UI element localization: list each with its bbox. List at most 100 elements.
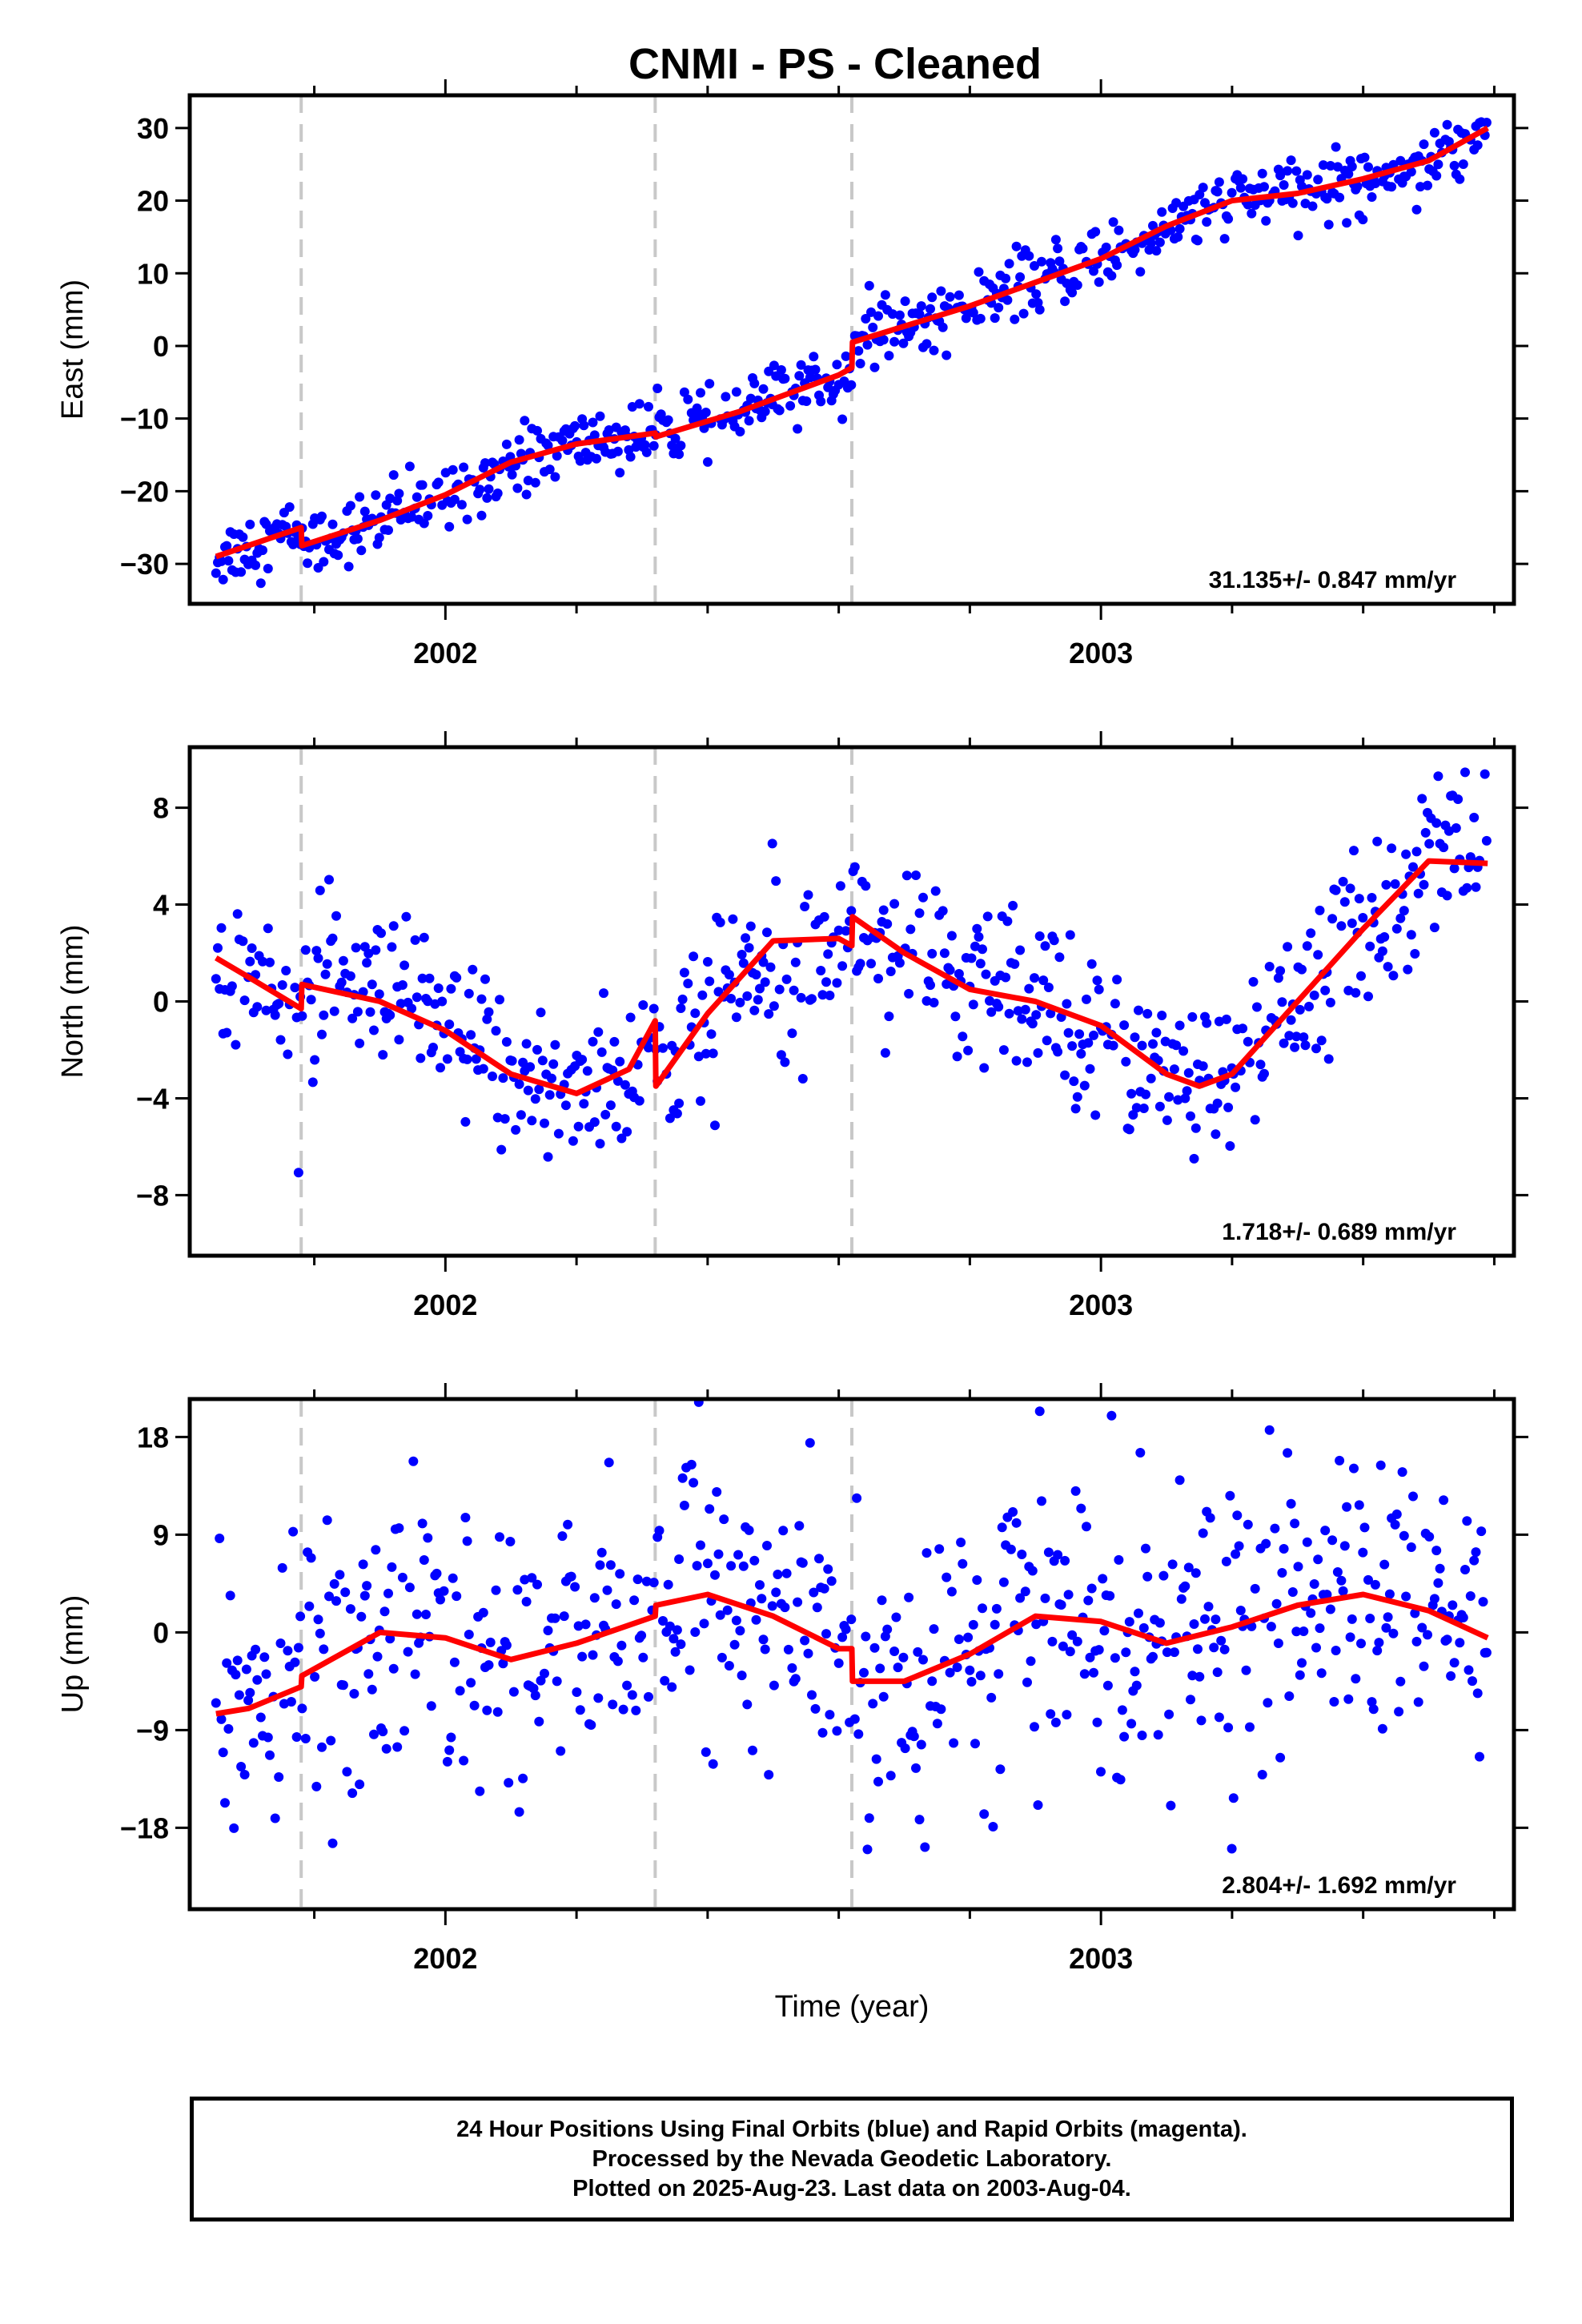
data-point bbox=[1085, 1063, 1095, 1074]
data-point bbox=[1193, 235, 1203, 246]
y-tick-label: −20 bbox=[120, 475, 169, 508]
data-point bbox=[733, 1550, 744, 1560]
data-point bbox=[1169, 1064, 1179, 1075]
data-point bbox=[1119, 1020, 1130, 1031]
data-point bbox=[609, 1036, 620, 1047]
data-point bbox=[1117, 1705, 1127, 1715]
data-point bbox=[550, 1039, 560, 1050]
x-tick-label: 2003 bbox=[1069, 637, 1133, 669]
data-point bbox=[1001, 273, 1011, 283]
data-point bbox=[753, 995, 763, 1005]
data-point bbox=[1367, 1697, 1377, 1707]
data-point bbox=[1318, 160, 1328, 171]
data-point bbox=[252, 1675, 263, 1685]
data-point bbox=[1166, 1800, 1176, 1811]
data-point bbox=[468, 964, 478, 975]
data-point bbox=[543, 1626, 553, 1635]
data-point bbox=[1157, 1011, 1167, 1020]
data-point bbox=[986, 1007, 997, 1017]
data-point bbox=[599, 988, 608, 999]
data-point bbox=[1112, 975, 1122, 985]
data-point bbox=[1015, 1593, 1026, 1603]
data-point bbox=[501, 1037, 512, 1047]
data-point bbox=[776, 1050, 786, 1060]
data-point bbox=[570, 1582, 580, 1592]
data-point bbox=[1115, 1775, 1126, 1785]
data-point bbox=[744, 943, 754, 953]
data-point bbox=[521, 1597, 532, 1606]
data-point bbox=[724, 1661, 734, 1671]
data-point bbox=[1391, 1509, 1402, 1519]
data-point bbox=[449, 494, 460, 505]
data-point bbox=[1094, 277, 1104, 287]
data-point bbox=[1279, 180, 1289, 190]
data-point bbox=[810, 1703, 821, 1714]
data-point bbox=[417, 1518, 428, 1529]
data-point bbox=[1331, 885, 1341, 895]
data-point bbox=[1478, 1597, 1488, 1607]
data-point bbox=[1358, 1547, 1368, 1558]
data-point bbox=[303, 558, 313, 569]
data-point bbox=[243, 1695, 254, 1706]
data-point bbox=[1462, 1516, 1472, 1526]
data-point bbox=[579, 420, 589, 431]
data-point bbox=[216, 923, 227, 933]
data-point bbox=[800, 902, 810, 911]
data-point bbox=[378, 1727, 388, 1737]
data-point bbox=[1030, 1722, 1039, 1732]
data-point bbox=[1106, 1410, 1117, 1421]
data-point bbox=[1015, 945, 1026, 955]
data-point bbox=[385, 1010, 396, 1020]
data-point bbox=[410, 935, 420, 945]
data-point bbox=[1261, 215, 1271, 226]
data-point bbox=[476, 994, 487, 1004]
data-point bbox=[751, 970, 761, 980]
data-point bbox=[530, 1094, 540, 1104]
data-point bbox=[701, 1048, 711, 1059]
data-point bbox=[284, 502, 295, 513]
data-point bbox=[1390, 1519, 1400, 1530]
data-point bbox=[336, 977, 347, 987]
data-point bbox=[593, 1027, 604, 1037]
data-point bbox=[1092, 975, 1102, 986]
data-point bbox=[648, 440, 659, 451]
data-point bbox=[1031, 1619, 1042, 1630]
data-point bbox=[632, 1574, 643, 1585]
data-point bbox=[846, 906, 857, 916]
data-point bbox=[900, 296, 910, 307]
data-point bbox=[1011, 241, 1022, 251]
rate-label: 1.718+/- 0.689 mm/yr bbox=[1222, 1219, 1456, 1245]
data-point bbox=[1394, 1707, 1404, 1717]
data-point bbox=[1030, 261, 1039, 271]
data-point bbox=[776, 365, 786, 375]
data-point bbox=[963, 1632, 974, 1642]
data-point bbox=[1290, 1042, 1300, 1052]
data-point bbox=[1126, 1719, 1137, 1729]
data-point bbox=[1469, 812, 1480, 822]
data-point bbox=[527, 1116, 537, 1126]
data-point bbox=[1153, 1730, 1163, 1740]
data-point bbox=[1410, 1608, 1420, 1618]
data-point bbox=[1173, 1095, 1183, 1105]
data-point bbox=[787, 1663, 797, 1673]
data-point bbox=[516, 1110, 526, 1120]
y-axis-label: North (mm) bbox=[56, 924, 90, 1078]
data-point bbox=[1094, 984, 1104, 995]
data-point bbox=[1223, 1102, 1234, 1112]
data-point bbox=[658, 1616, 668, 1626]
data-point bbox=[1046, 1709, 1056, 1719]
data-point bbox=[794, 1521, 805, 1531]
data-point bbox=[300, 945, 311, 955]
data-point bbox=[1279, 1038, 1289, 1048]
data-point bbox=[615, 1056, 625, 1067]
data-point bbox=[1323, 1054, 1334, 1064]
data-point bbox=[1270, 1523, 1280, 1534]
data-point bbox=[1339, 897, 1350, 907]
data-point bbox=[885, 1771, 896, 1781]
data-point bbox=[1037, 1496, 1046, 1506]
data-point bbox=[1060, 1070, 1070, 1080]
data-point bbox=[1331, 1646, 1341, 1655]
data-point bbox=[471, 1054, 481, 1064]
data-point bbox=[236, 1762, 247, 1771]
y-tick-label: 20 bbox=[137, 185, 169, 218]
